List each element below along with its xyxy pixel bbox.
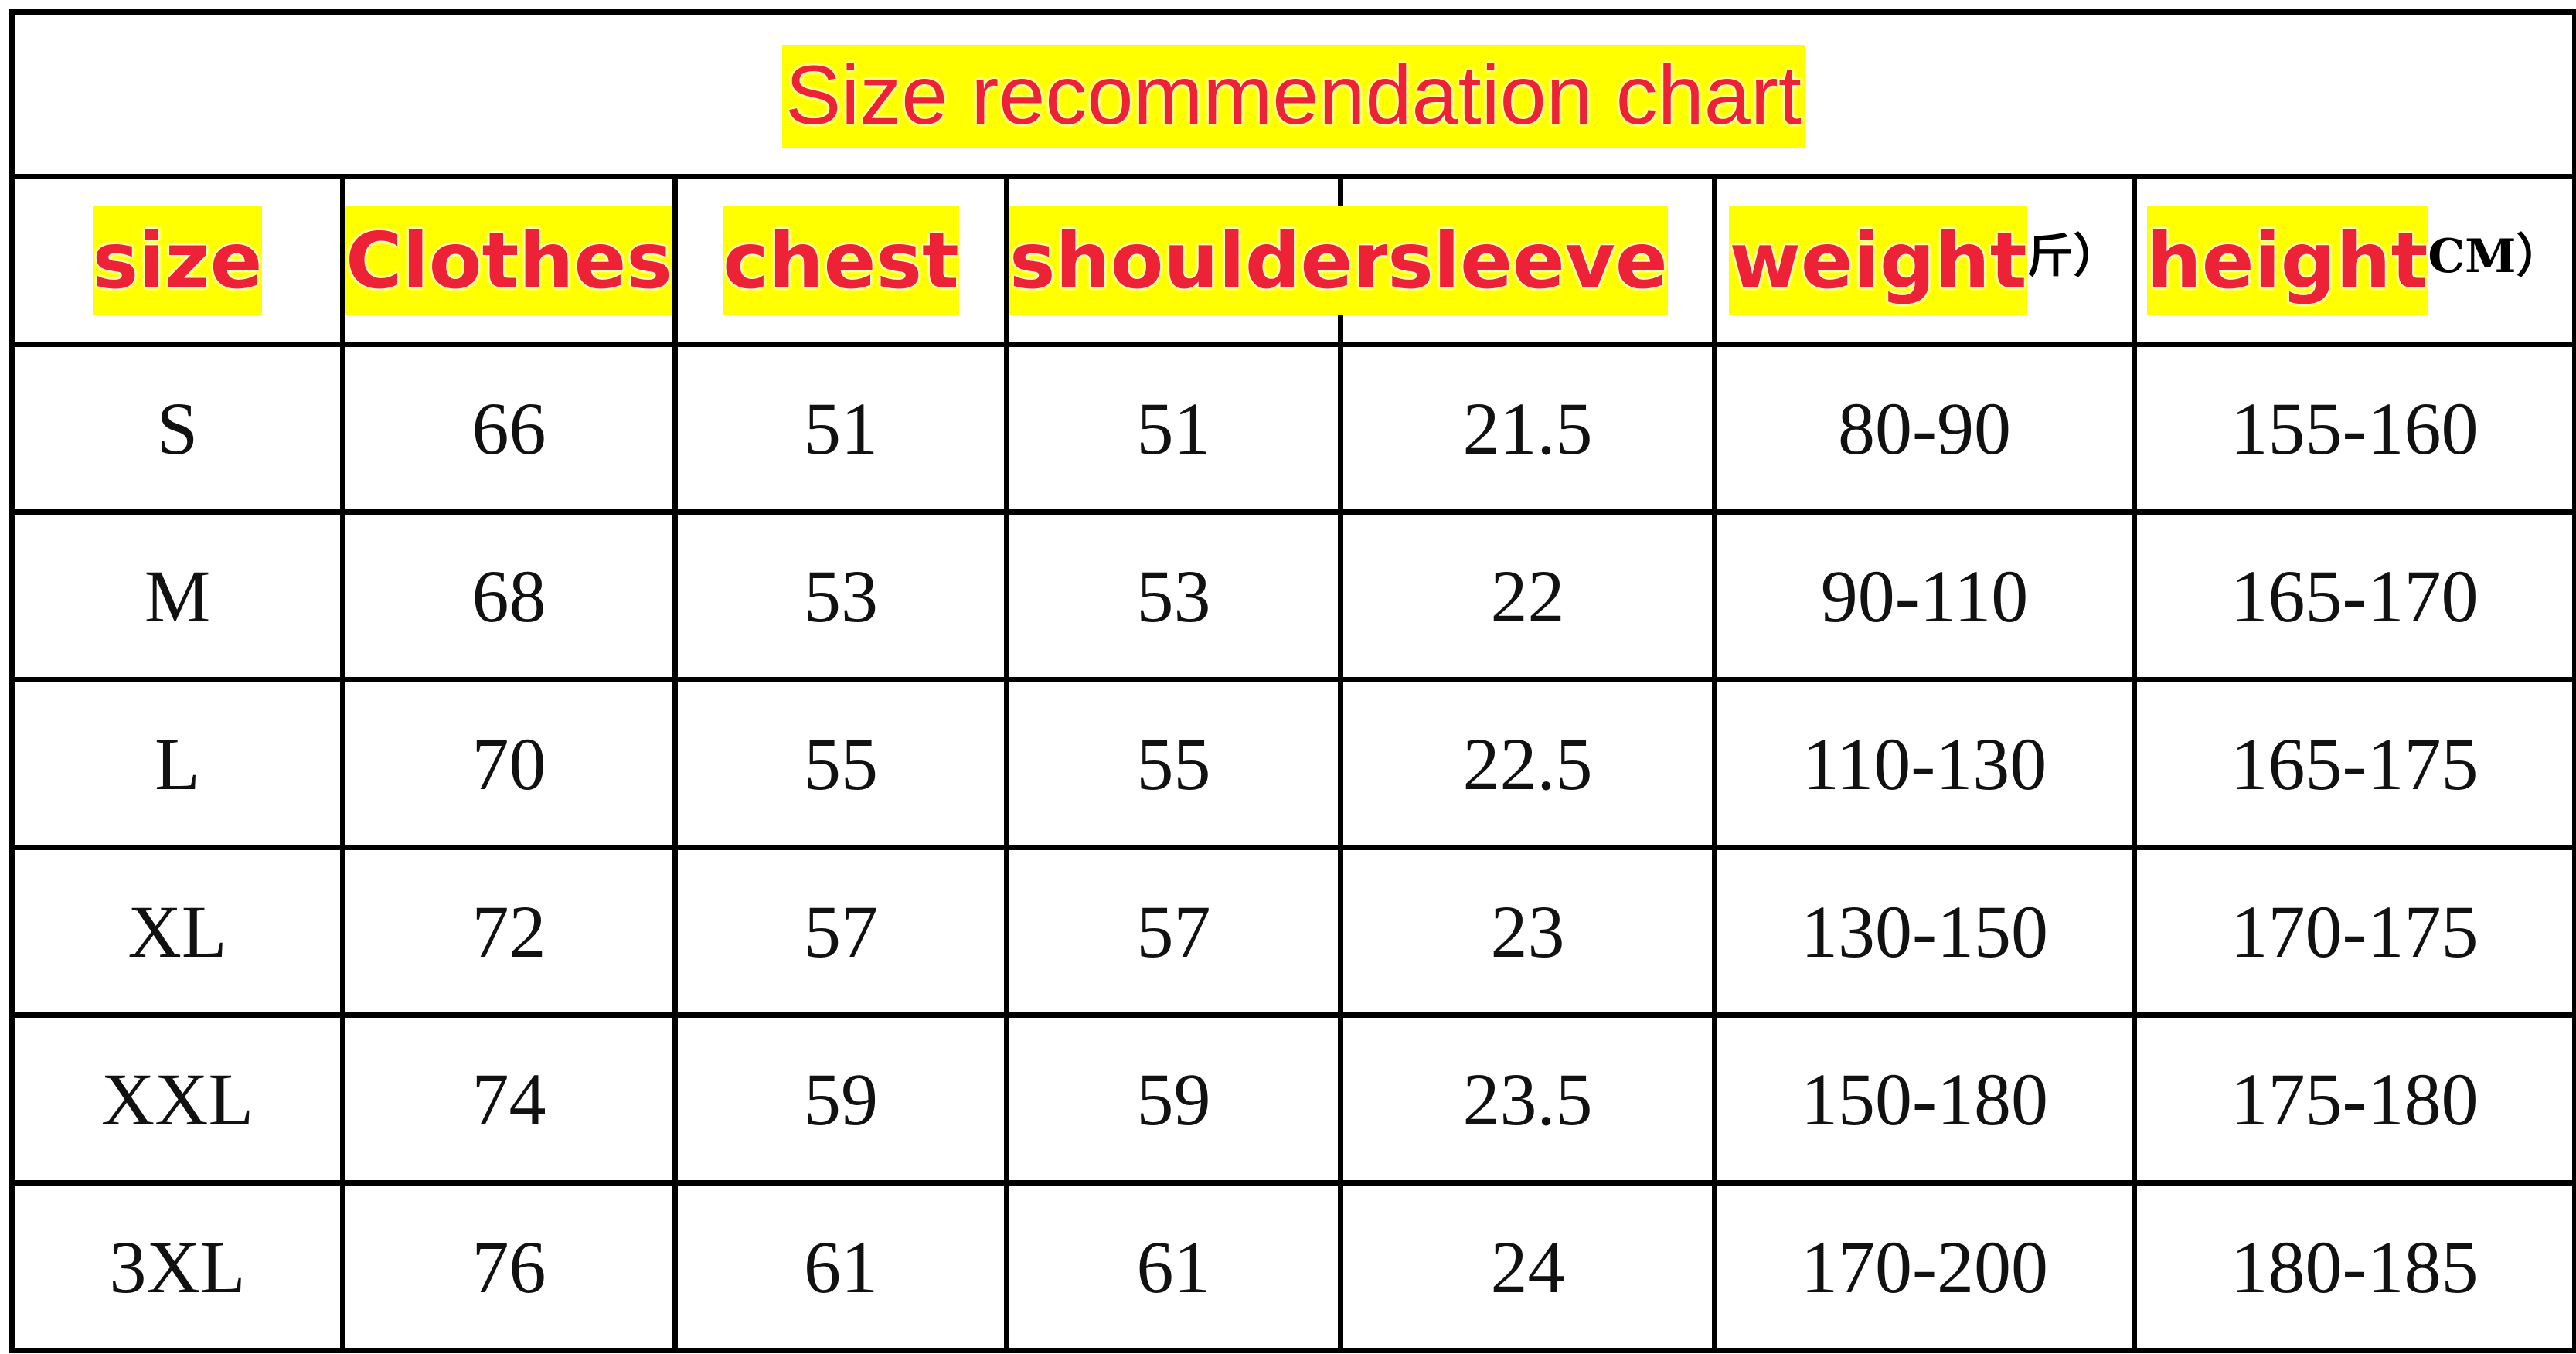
cell-chest: 61 [672, 1180, 1009, 1353]
cell-height: 165-175 [2131, 677, 2576, 850]
header-unit: 斤） [2026, 230, 2120, 284]
size-chart-table: Size recommendation chart size Clothes che… [9, 9, 2576, 1353]
title-row: Size recommendation chart [9, 9, 2576, 179]
column-header-sleeve: sleeve [1338, 174, 1717, 347]
cell-sleeve: 21.5 [1338, 342, 1717, 515]
cell-size: L [9, 677, 345, 850]
cell-height: 165-170 [2131, 509, 2576, 682]
cell-clothes: 70 [340, 677, 678, 850]
cell-clothes: 72 [340, 845, 678, 1018]
chart-title: Size recommendation chart [782, 44, 1805, 148]
cell-clothes: 68 [340, 509, 678, 682]
cell-chest: 57 [672, 845, 1009, 1018]
cell-sleeve: 22.5 [1338, 677, 1717, 850]
cell-height: 155-160 [2131, 342, 2576, 515]
header-label: height [2146, 206, 2428, 315]
cell-height: 175-180 [2131, 1012, 2576, 1186]
column-header-shoulder: shoulder [1004, 174, 1391, 347]
cell-weight: 110-130 [1712, 677, 2137, 850]
cell-clothes: 74 [340, 1012, 678, 1186]
table-row: L 70 55 55 22.5 110-130 165-175 [9, 677, 2576, 850]
cell-size: 3XL [9, 1180, 345, 1353]
cell-sleeve: 22 [1338, 509, 1717, 682]
header-unit: CM） [2428, 230, 2563, 284]
header-label: size [92, 206, 263, 315]
header-label: shoulder [1009, 206, 1391, 315]
column-header-weight: weight斤） [1712, 174, 2137, 347]
cell-chest: 51 [672, 342, 1009, 515]
column-header-height: heightCM） [2131, 174, 2576, 347]
cell-sleeve: 23.5 [1338, 1012, 1717, 1186]
cell-clothes: 66 [340, 342, 678, 515]
cell-shoulder: 61 [1004, 1180, 1343, 1353]
cell-shoulder: 55 [1004, 677, 1343, 850]
cell-size: S [9, 342, 345, 515]
cell-weight: 170-200 [1712, 1180, 2137, 1353]
cell-size: XXL [9, 1012, 345, 1186]
cell-height: 180-185 [2131, 1180, 2576, 1353]
cell-sleeve: 24 [1338, 1180, 1717, 1353]
header-label: sleeve [1387, 206, 1668, 315]
column-header-size: size [9, 174, 345, 347]
table-row: XXL 74 59 59 23.5 150-180 175-180 [9, 1012, 2576, 1186]
header-row: size Clothes chest shoulder sleeve weight斤） he… [9, 174, 2576, 347]
header-label: Clothes [345, 206, 672, 315]
cell-shoulder: 53 [1004, 509, 1343, 682]
cell-height: 170-175 [2131, 845, 2576, 1018]
cell-clothes: 76 [340, 1180, 678, 1353]
cell-chest: 59 [672, 1012, 1009, 1186]
column-header-clothes: Clothes [340, 174, 678, 347]
cell-weight: 90-110 [1712, 509, 2137, 682]
table-row: S 66 51 51 21.5 80-90 155-160 [9, 342, 2576, 515]
cell-shoulder: 59 [1004, 1012, 1343, 1186]
title-cell: Size recommendation chart [9, 9, 2576, 179]
cell-sleeve: 23 [1338, 845, 1717, 1018]
table-row: M 68 53 53 22 90-110 165-170 [9, 509, 2576, 682]
cell-weight: 150-180 [1712, 1012, 2137, 1186]
cell-shoulder: 57 [1004, 845, 1343, 1018]
cell-size: XL [9, 845, 345, 1018]
cell-weight: 130-150 [1712, 845, 2137, 1018]
header-label: chest [723, 206, 959, 315]
cell-weight: 80-90 [1712, 342, 2137, 515]
header-label: weight [1729, 206, 2027, 315]
table-body: S 66 51 51 21.5 80-90 155-160 M 68 53 53 22 90-110 16… [9, 342, 2576, 1353]
table-row: XL 72 57 57 23 130-150 170-175 [9, 845, 2576, 1018]
column-header-chest: chest [672, 174, 1009, 347]
cell-shoulder: 51 [1004, 342, 1343, 515]
cell-chest: 55 [672, 677, 1009, 850]
table-row: 3XL 76 61 61 24 170-200 180-185 [9, 1180, 2576, 1353]
cell-size: M [9, 509, 345, 682]
cell-chest: 53 [672, 509, 1009, 682]
